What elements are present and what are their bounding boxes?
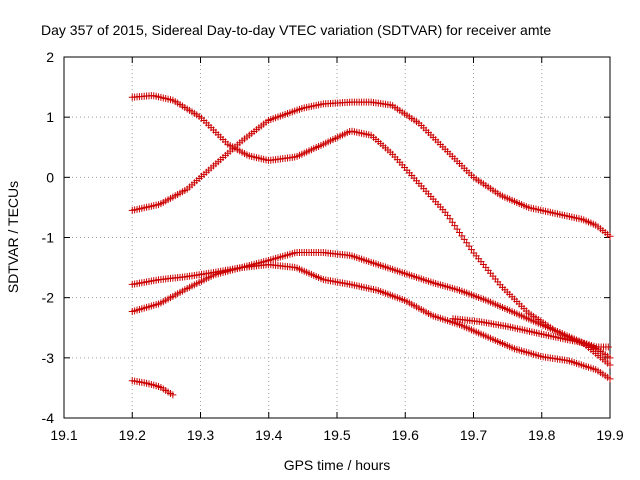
chart-title: Day 357 of 2015, Sidereal Day-to-day VTE…: [41, 22, 551, 38]
series-satellite-b: [128, 98, 614, 240]
data-point: [606, 361, 614, 369]
series-satellite-d: [128, 249, 614, 362]
data-point: [169, 391, 177, 399]
series-satellite-e: [449, 315, 612, 351]
y-tick-label: 1: [46, 109, 54, 125]
x-tick-label: 19.2: [119, 427, 146, 443]
x-tick-label: 19.7: [460, 427, 487, 443]
data-point: [606, 375, 614, 383]
y-tick-label: -3: [42, 350, 55, 366]
y-tick-label: 2: [46, 49, 54, 65]
y-tick-label: 0: [46, 169, 54, 185]
series-satellite-f: [128, 377, 177, 399]
data-point: [604, 343, 612, 351]
x-tick-label: 19.1: [50, 427, 77, 443]
x-tick-label: 19.4: [255, 427, 282, 443]
x-tick-label: 19.8: [528, 427, 555, 443]
y-tick-label: -4: [42, 410, 55, 426]
x-tick-label: 19.5: [323, 427, 350, 443]
y-tick-label: -2: [42, 290, 55, 306]
data-point: [606, 232, 614, 240]
x-tick-label: 19.9: [596, 427, 623, 443]
data-point: [606, 354, 614, 362]
y-tick-label: -1: [42, 230, 55, 246]
data-marks: [128, 92, 614, 399]
tick-layer: 19.1 19.2 19.3 19.4 19.5 19.6 19.7 19.8 19.9 -4 -3…: [42, 49, 624, 443]
x-axis-label: GPS time / hours: [284, 457, 391, 473]
y-axis-label: SDTVAR / TECUs: [5, 181, 21, 293]
grid-layer: [64, 57, 610, 418]
series-satellite-c: [128, 261, 614, 383]
x-tick-label: 19.6: [392, 427, 419, 443]
x-tick-label: 19.3: [187, 427, 214, 443]
